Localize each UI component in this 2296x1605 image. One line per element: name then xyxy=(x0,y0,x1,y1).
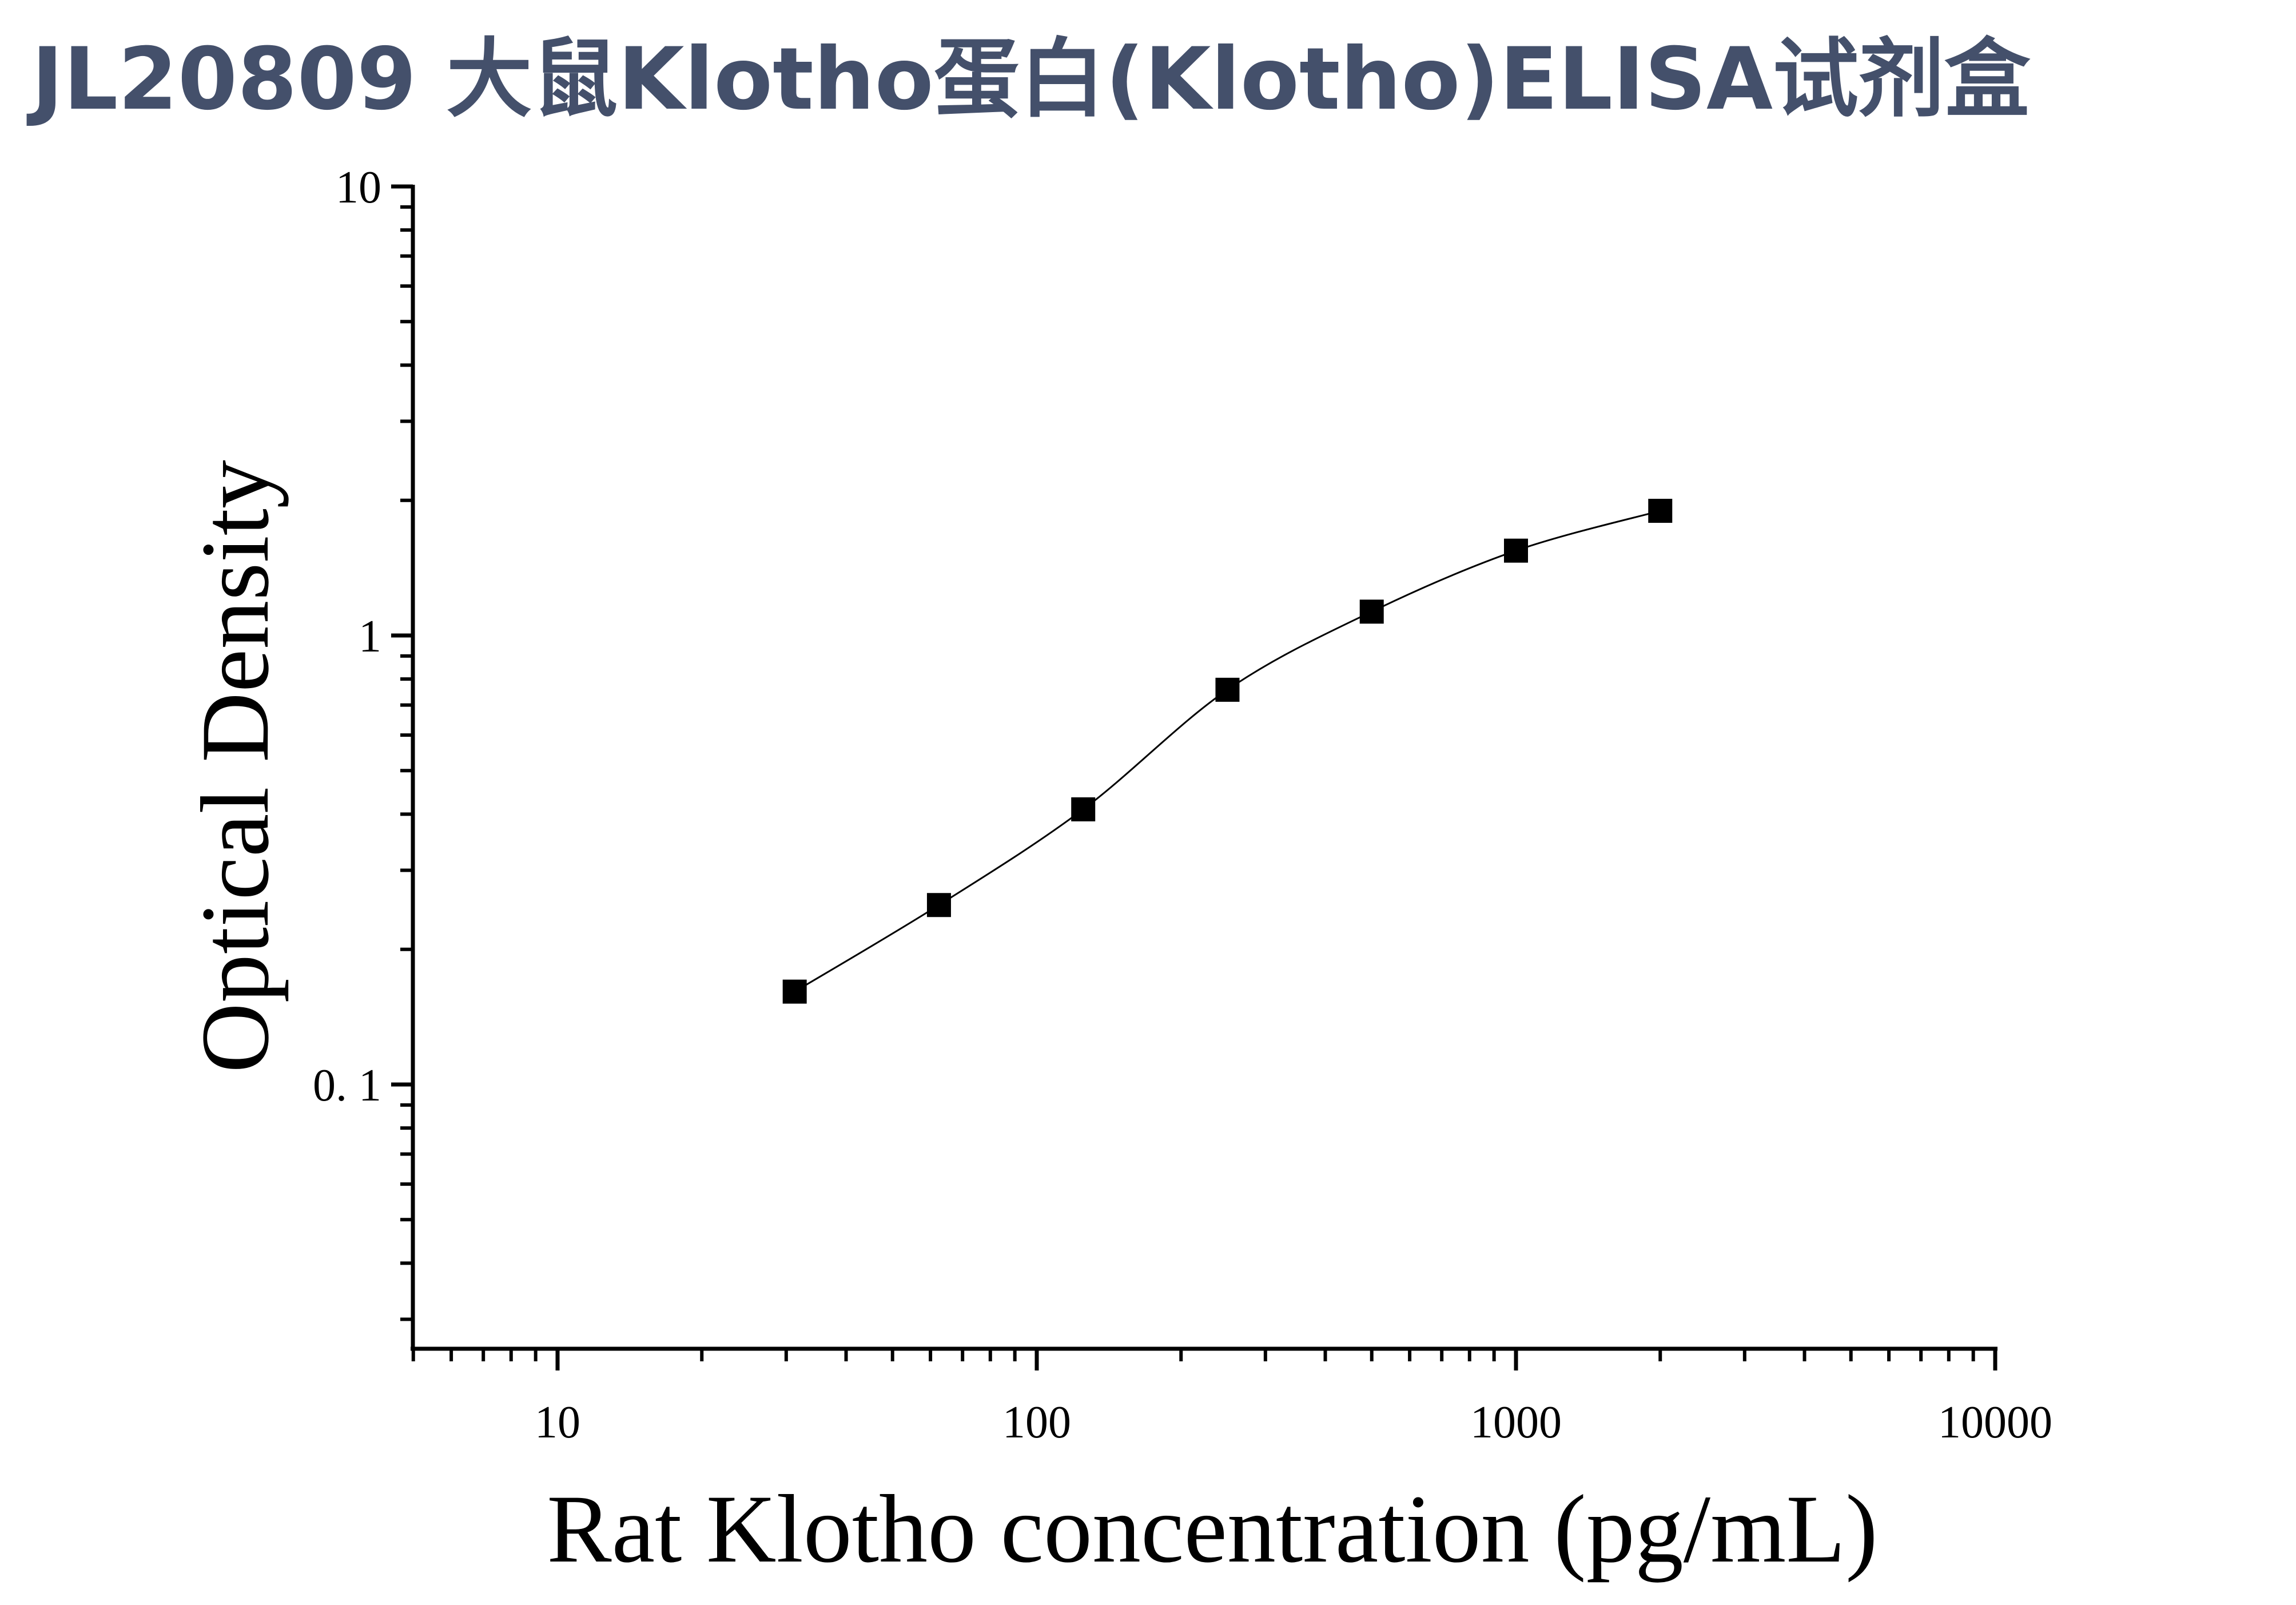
y-axis-title: Optical Density xyxy=(181,460,289,1073)
data-points xyxy=(782,499,1673,1004)
data-point-marker xyxy=(1504,538,1528,563)
x-tick-label: 1000 xyxy=(1470,1397,1562,1448)
data-point-marker xyxy=(1215,677,1240,702)
data-point-marker xyxy=(1359,599,1384,624)
x-tick-label: 100 xyxy=(1002,1397,1071,1448)
data-point-marker xyxy=(1071,797,1096,821)
tick-labels: 10 100 1000 10000 0. 1 1 10 xyxy=(313,162,2052,1448)
data-point-marker xyxy=(782,979,807,1004)
fit-curve-line xyxy=(794,510,1661,992)
x-axis-title: Rat Klotho concentration (pg/mL) xyxy=(547,1475,1877,1583)
y-tick-label: 1 xyxy=(359,611,381,662)
data-point-marker xyxy=(926,893,951,917)
axis-ticks xyxy=(391,184,1997,1370)
chart-title: JL20809 大鼠Klotho蛋白(Klotho)ELISA试剂盒 xyxy=(26,30,2031,129)
data-point-marker xyxy=(1648,499,1673,523)
y-tick-label: 0. 1 xyxy=(313,1060,381,1111)
y-tick-label: 10 xyxy=(336,162,381,213)
axes xyxy=(411,185,1997,1351)
x-tick-label: 10000 xyxy=(1938,1397,2052,1448)
x-tick-label: 10 xyxy=(535,1397,580,1448)
fit-curve-group xyxy=(794,510,1661,992)
